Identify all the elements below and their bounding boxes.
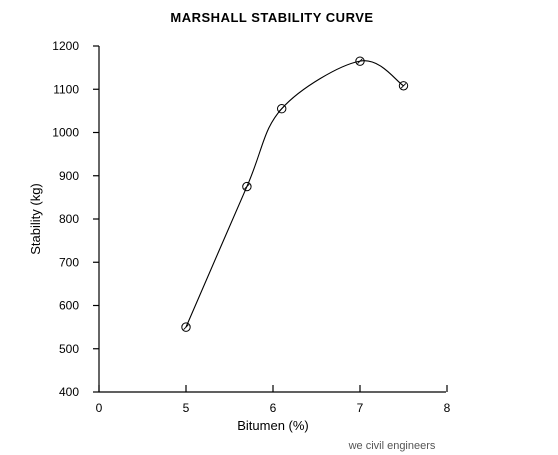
chart-title: MARSHALL STABILITY CURVE [170,10,373,25]
x-tick-label: 0 [96,401,103,415]
y-tick-label: 1100 [53,82,79,96]
y-tick-label: 900 [59,169,79,183]
y-tick-label: 1200 [52,39,79,53]
x-tick-label: 6 [270,401,277,415]
data-point-marker [355,56,365,66]
data-point [181,322,191,332]
data-point-slash [278,105,285,112]
y-tick-label: 800 [59,212,79,226]
x-tick-label: 7 [357,401,364,415]
y-tick-label: 1000 [52,126,79,140]
y-axis-label: Stability (kg) [28,183,43,255]
y-tick-label: 600 [59,299,79,313]
x-axis-label: Bitumen (%) [237,418,309,433]
data-point-slash [244,183,250,190]
data-point-marker [242,181,252,192]
stability-curve [185,60,404,328]
x-tick-label: 5 [183,401,190,415]
data-point [398,81,409,91]
watermark-text: we civil engineers [348,440,436,452]
data-point-marker [398,81,409,91]
data-point-marker [277,104,287,114]
x-ticks: 0 5 6 7 8 [96,385,451,415]
data-point-slash [400,83,407,89]
x-tick-label: 8 [444,401,451,415]
data-point [355,56,365,66]
axes [98,46,446,393]
y-tick-label: 500 [59,342,79,356]
data-points [181,56,409,332]
data-point-slash [357,58,363,64]
y-ticks: 400 500 600 700 800 900 1000 1100 1200 [52,39,99,399]
data-point [277,104,287,114]
data-point [242,181,252,192]
y-tick-label: 400 [59,385,79,399]
data-point-marker [181,322,191,332]
data-point-slash [183,324,189,330]
y-tick-label: 700 [59,255,79,269]
